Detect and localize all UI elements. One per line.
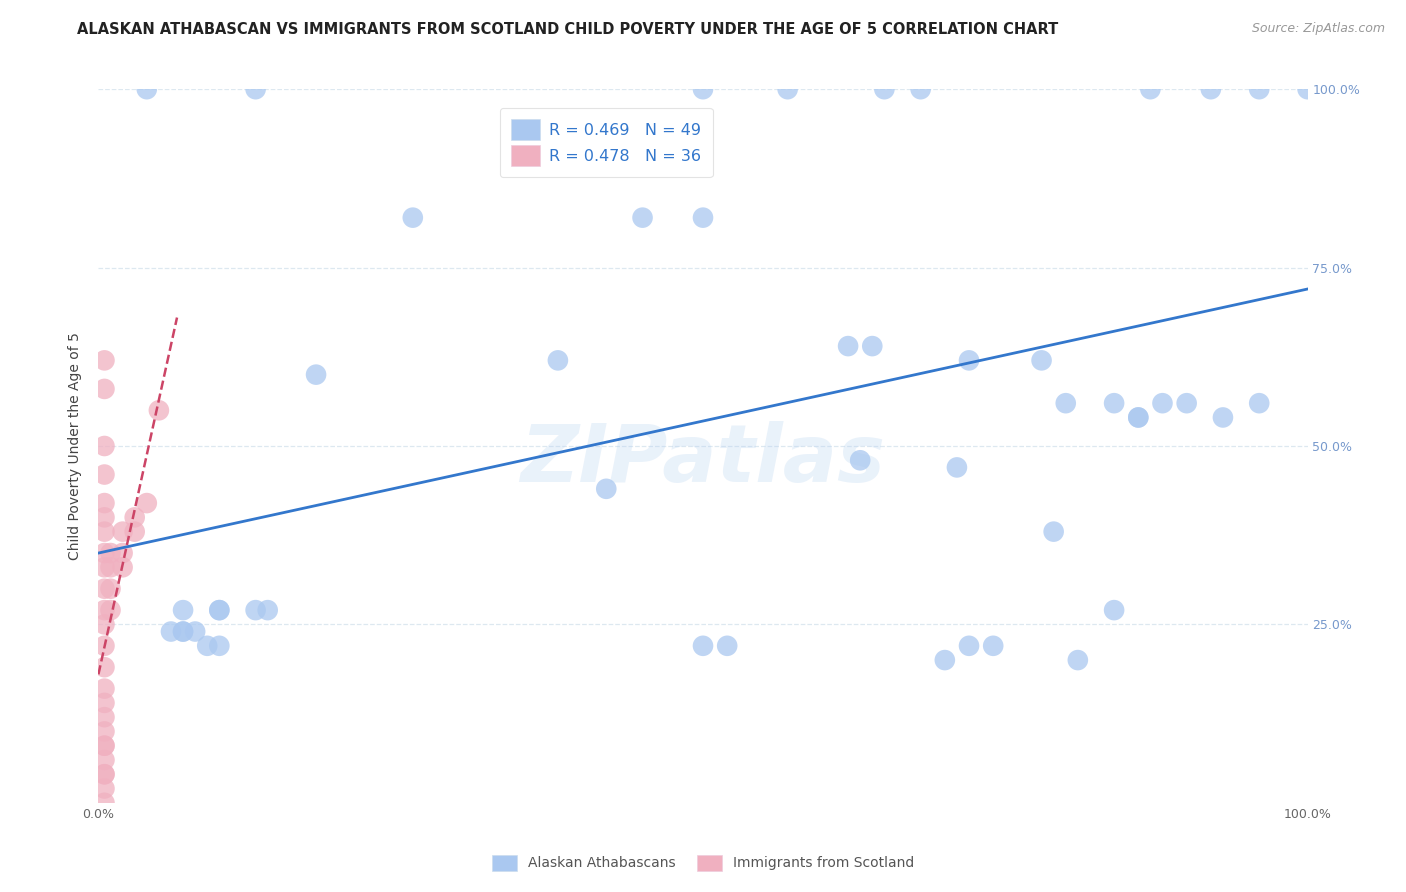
Point [184, 624, 207, 639]
Point [981, 639, 1004, 653]
Point [93, 510, 115, 524]
Point [692, 639, 714, 653]
Point [160, 624, 183, 639]
Point [245, 82, 267, 96]
Point [1152, 396, 1174, 410]
Point [402, 211, 425, 225]
Point [1031, 353, 1053, 368]
Point [957, 639, 980, 653]
Point [93, 603, 115, 617]
Point [93, 496, 115, 510]
Legend: R = 0.469   N = 49, R = 0.478   N = 36: R = 0.469 N = 49, R = 0.478 N = 36 [501, 108, 713, 177]
Point [1102, 396, 1125, 410]
Point [93, 739, 115, 753]
Point [692, 211, 714, 225]
Point [93, 724, 115, 739]
Point [93, 696, 115, 710]
Point [946, 460, 969, 475]
Point [1249, 396, 1271, 410]
Point [93, 439, 115, 453]
Point [93, 639, 115, 653]
Point [1199, 82, 1222, 96]
Point [873, 82, 896, 96]
Point [93, 382, 115, 396]
Point [111, 560, 134, 574]
Point [93, 710, 115, 724]
Point [124, 510, 146, 524]
Y-axis label: Child Poverty Under the Age of 5: Child Poverty Under the Age of 5 [69, 332, 83, 560]
Text: ZIPatlas: ZIPatlas [520, 421, 886, 500]
Point [93, 546, 115, 560]
Point [100, 546, 122, 560]
Point [93, 767, 115, 781]
Point [1042, 524, 1064, 539]
Point [208, 603, 231, 617]
Point [934, 653, 956, 667]
Point [1102, 603, 1125, 617]
Point [1139, 82, 1161, 96]
Point [100, 560, 122, 574]
Point [93, 617, 115, 632]
Point [93, 739, 115, 753]
Text: Source: ZipAtlas.com: Source: ZipAtlas.com [1251, 22, 1385, 36]
Point [93, 681, 115, 696]
Point [595, 482, 617, 496]
Point [716, 639, 738, 653]
Point [93, 796, 115, 810]
Point [860, 339, 883, 353]
Point [135, 82, 157, 96]
Point [1128, 410, 1150, 425]
Point [93, 353, 115, 368]
Point [100, 603, 122, 617]
Point [195, 639, 218, 653]
Point [93, 582, 115, 596]
Text: ALASKAN ATHABASCAN VS IMMIGRANTS FROM SCOTLAND CHILD POVERTY UNDER THE AGE OF 5 : ALASKAN ATHABASCAN VS IMMIGRANTS FROM SC… [77, 22, 1059, 37]
Point [124, 524, 146, 539]
Point [111, 524, 134, 539]
Point [245, 603, 267, 617]
Point [93, 560, 115, 574]
Point [256, 603, 278, 617]
Point [135, 496, 157, 510]
Point [93, 781, 115, 796]
Point [837, 339, 859, 353]
Point [148, 403, 170, 417]
Point [1054, 396, 1077, 410]
Point [208, 639, 231, 653]
Point [957, 353, 980, 368]
Point [172, 624, 194, 639]
Point [1128, 410, 1150, 425]
Point [93, 753, 115, 767]
Point [305, 368, 328, 382]
Point [776, 82, 799, 96]
Point [1249, 82, 1271, 96]
Point [93, 767, 115, 781]
Point [111, 546, 134, 560]
Point [93, 660, 115, 674]
Point [547, 353, 569, 368]
Point [172, 603, 194, 617]
Point [1067, 653, 1090, 667]
Point [1175, 396, 1198, 410]
Point [172, 624, 194, 639]
Point [208, 603, 231, 617]
Point [692, 82, 714, 96]
Point [100, 582, 122, 596]
Point [1296, 82, 1319, 96]
Point [1212, 410, 1234, 425]
Point [910, 82, 932, 96]
Point [93, 467, 115, 482]
Point [93, 524, 115, 539]
Legend: Alaskan Athabascans, Immigrants from Scotland: Alaskan Athabascans, Immigrants from Sco… [486, 849, 920, 876]
Point [849, 453, 872, 467]
Point [631, 211, 654, 225]
